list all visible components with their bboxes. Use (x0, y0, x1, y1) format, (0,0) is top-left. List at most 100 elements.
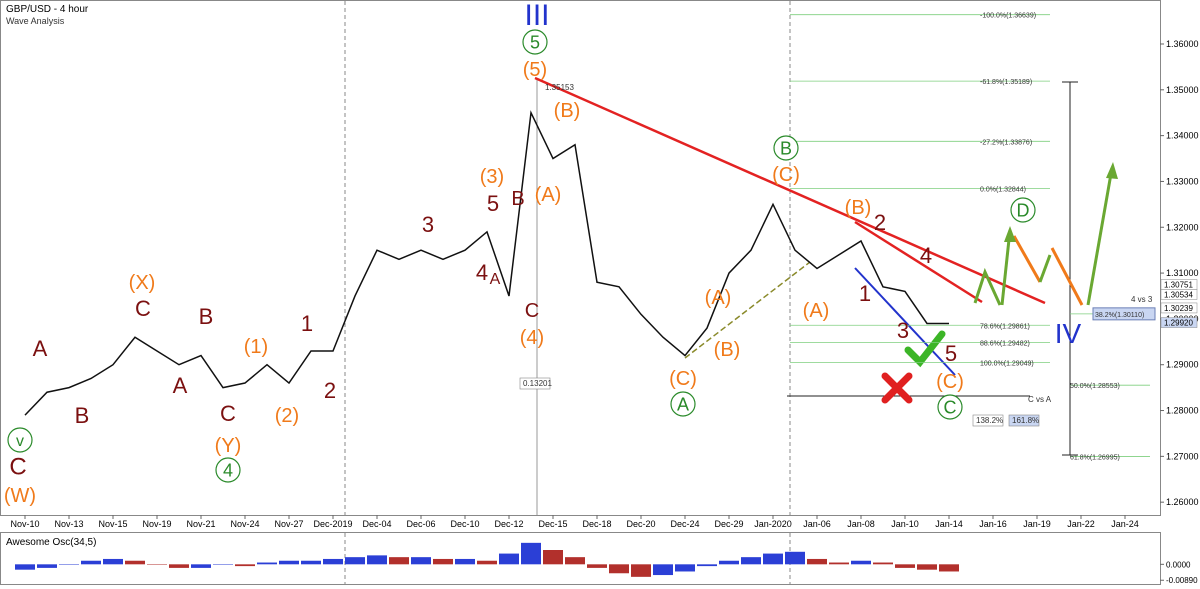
y-tick-label: 1.27000 (1166, 451, 1199, 461)
wave-label: 4 (476, 260, 488, 285)
chart-subtitle: Wave Analysis (6, 16, 65, 26)
osc-bar (15, 564, 35, 570)
osc-bar (829, 562, 849, 565)
annotation-box (972, 414, 1004, 427)
x-tick-label: Jan-06 (803, 519, 831, 529)
osc-bar (521, 542, 541, 565)
osc-bar (59, 564, 79, 565)
wave-label: 5 (530, 32, 540, 52)
wave-label: 2 (874, 210, 886, 235)
wave-circle (670, 391, 696, 417)
wave-label: III (524, 0, 549, 32)
trend-line (854, 220, 983, 304)
x-tick-label: Jan-08 (847, 519, 875, 529)
trend-line (854, 267, 956, 376)
wave-label: 5 (945, 341, 957, 366)
arrow-head (1106, 162, 1118, 179)
wave-circle (937, 394, 963, 420)
osc-bar (433, 558, 453, 565)
price-marker-label: 1.30239 (1164, 304, 1193, 313)
wave-label: 5 (487, 191, 499, 216)
annotation: 1.35153 (545, 83, 574, 92)
wave-label: (B) (554, 100, 581, 122)
wave-label: C (9, 454, 26, 481)
trend-line (534, 76, 1046, 305)
wave-circle (215, 457, 241, 483)
osc-bar (807, 558, 827, 565)
wave-label: (C) (936, 371, 964, 393)
fib-label: 100.0%(1.29049) (980, 360, 1034, 367)
osc-bar (917, 564, 937, 570)
osc-bar (147, 564, 167, 565)
osc-bar (191, 564, 211, 568)
x-tick-label: Dec-20 (626, 519, 655, 529)
osc-tick-label: 0.0000 (1166, 560, 1191, 569)
osc-bar (323, 558, 343, 565)
annotation: 0.13201 (523, 379, 552, 388)
fib-label: 61.8%(1.26995) (1070, 455, 1120, 462)
x-tick-label: Nov-13 (54, 519, 83, 529)
wave-label: (3) (480, 166, 504, 188)
fib-label: 38.2%(1.30110) (1095, 312, 1144, 319)
wave-label: 3 (422, 212, 434, 237)
osc-bar (345, 557, 365, 565)
wave-circle (1010, 197, 1036, 223)
osc-bar (895, 564, 915, 568)
osc-bar (719, 560, 739, 565)
x-tick-label: Nov-21 (186, 519, 215, 529)
wave-label: (2) (275, 405, 299, 427)
wave-label: B (75, 403, 90, 428)
x-tick-label: Dec-15 (538, 519, 567, 529)
osc-bar (697, 564, 717, 567)
wave-label: C (220, 401, 236, 426)
fib-label: 78.6%(1.29861) (980, 323, 1030, 330)
wave-label: 4 (920, 243, 932, 268)
wave-label: (W) (4, 485, 36, 507)
price-marker-label: 1.30534 (1164, 290, 1193, 299)
wave-label: B (780, 138, 792, 158)
y-tick-label: 1.36000 (1166, 39, 1199, 49)
x-tick-label: Nov-15 (98, 519, 127, 529)
fib-label: -100.0%(1.36639) (980, 13, 1036, 20)
wave-label: C (944, 397, 957, 417)
x-tick-label: Dec-29 (714, 519, 743, 529)
osc-bar (543, 550, 563, 565)
projection-arrow (1000, 229, 1012, 306)
y-tick-label: 1.28000 (1166, 406, 1199, 416)
y-tick-label: 1.29000 (1166, 360, 1199, 370)
wave-label: (B) (845, 197, 872, 219)
wave-label: 3 (897, 318, 909, 343)
fib-label: 88.6%(1.29482) (980, 341, 1030, 348)
x-tick-label: Dec-2019 (313, 519, 352, 529)
osc-bar (763, 553, 783, 565)
osc-bar (741, 557, 761, 565)
fib-box (1092, 307, 1156, 321)
wave-circle (7, 427, 33, 453)
wave-label: (1) (244, 336, 268, 358)
wave-label: C (135, 296, 151, 321)
osc-bar (125, 560, 145, 565)
osc-bar (279, 560, 299, 565)
price-line (24, 110, 949, 416)
osc-bar (653, 564, 673, 576)
check-mark (904, 330, 946, 368)
wave-label: (X) (129, 272, 156, 294)
y-tick-label: 1.34000 (1166, 131, 1199, 141)
chart-title: GBP/USD - 4 hour (6, 4, 89, 15)
fib-label: 50.0%(1.28553) (1070, 383, 1120, 390)
x-tick-label: Jan-2020 (754, 519, 792, 529)
annotation-box (1008, 414, 1040, 427)
wave-label: (4) (520, 327, 544, 349)
price-marker (1160, 289, 1198, 300)
cross-mark (881, 372, 913, 404)
osc-title: Awesome Osc(34,5) (6, 537, 96, 548)
y-tick-label: 1.31000 (1166, 268, 1199, 278)
x-tick-label: Nov-27 (274, 519, 303, 529)
x-tick-label: Nov-19 (142, 519, 171, 529)
osc-bar (499, 553, 519, 565)
y-tick-label: 1.35000 (1166, 85, 1199, 95)
wave-label: 4 (223, 460, 233, 480)
x-tick-label: Jan-10 (891, 519, 919, 529)
